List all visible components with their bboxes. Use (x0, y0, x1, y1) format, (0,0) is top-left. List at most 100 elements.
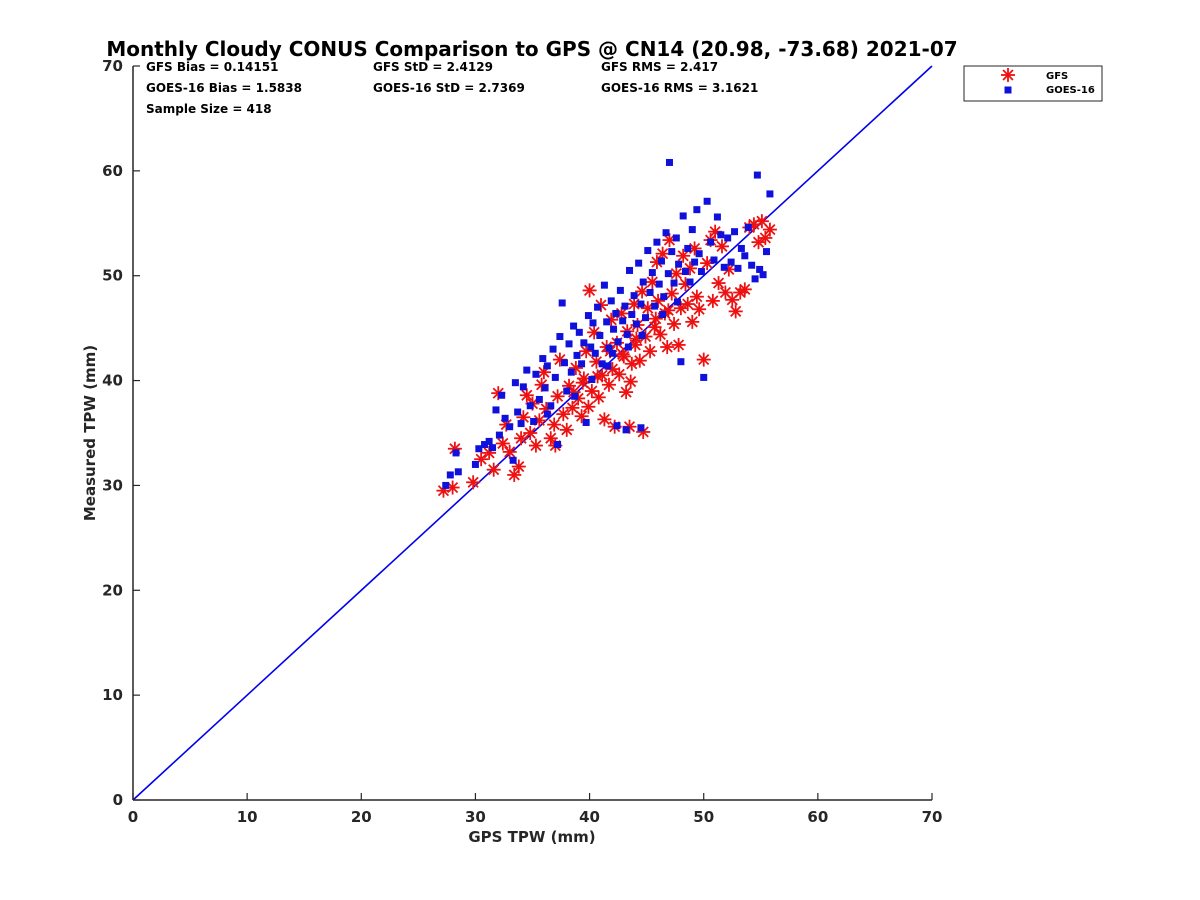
gfs-point-stroke (628, 298, 640, 310)
y-tick-label: 30 (102, 476, 123, 494)
gfs-point-stroke (661, 341, 673, 353)
goes-16-point (737, 244, 745, 252)
gfs-point (762, 222, 777, 237)
gfs-point-stroke (603, 379, 615, 391)
y-tick-label: 70 (102, 57, 123, 75)
goes-16-point (713, 213, 721, 221)
gfs-point (582, 283, 597, 298)
gfs-point (601, 377, 616, 392)
goes-16-point (621, 302, 629, 310)
goes-16-point (659, 311, 667, 319)
goes-16-point (624, 343, 632, 351)
gfs-point-stroke (524, 427, 536, 439)
goes-16-point (554, 441, 562, 449)
goes-16-point (644, 247, 652, 255)
gfs-point (667, 316, 682, 331)
goes-16-point (575, 328, 583, 336)
goes-16-point (638, 331, 646, 339)
goes-std-text: GOES-16 StD = 2.7369 (373, 81, 525, 95)
gfs-point-stroke (488, 464, 500, 476)
chart-title: Monthly Cloudy CONUS Comparison to GPS @… (106, 37, 957, 61)
gfs-point (660, 340, 675, 355)
gfs-point (556, 407, 571, 422)
gfs-point (714, 239, 729, 254)
gfs-point-stroke (577, 377, 589, 389)
goes-16-point (600, 281, 608, 289)
goes-16-point (607, 297, 615, 305)
x-axis-label: GPS TPW (mm) (468, 828, 595, 846)
gfs-point (671, 337, 686, 352)
gfs-point-stroke (682, 298, 694, 310)
gfs-point-stroke (552, 390, 564, 402)
goes-16-point (697, 268, 705, 276)
goes-16-point (744, 223, 752, 231)
gfs-point (597, 412, 612, 427)
y-tick-label: 40 (102, 372, 123, 390)
gfs-point (507, 467, 522, 482)
axes (132, 66, 932, 801)
gfs-point-stroke (649, 321, 661, 333)
gfs-point-stroke (554, 354, 566, 366)
goes-16-point (707, 238, 715, 246)
goes-16-series (442, 158, 774, 489)
goes-16-point (731, 228, 739, 236)
gfs-point-stroke (521, 389, 533, 401)
gfs-point-stroke (467, 476, 479, 488)
goes-16-point (691, 258, 699, 266)
goes-16-point (588, 376, 596, 384)
gfs-point (495, 436, 510, 451)
goes-16-point (543, 410, 551, 418)
gfs-point (502, 444, 517, 459)
gfs-point-stroke (447, 481, 459, 494)
goes-16-point (660, 293, 668, 301)
gfs-point-stroke (688, 242, 701, 255)
goes-16-point (605, 344, 613, 352)
gfs-point (643, 344, 658, 359)
goes-bias-text: GOES-16 Bias = 1.5838 (146, 81, 302, 95)
y-tick-label: 20 (102, 581, 123, 599)
gfs-point-stroke (606, 363, 618, 375)
x-tick-label: 20 (351, 808, 372, 826)
gfs-point (689, 289, 704, 304)
goes-16-point (603, 318, 611, 326)
goes-16-point (748, 261, 756, 269)
gfs-point-stroke (590, 356, 603, 368)
goes-16-point (573, 351, 581, 359)
goes-16-point (578, 360, 586, 368)
gfs-point-stroke (723, 263, 735, 276)
goes-16-point (630, 292, 638, 300)
goes-16-point (648, 269, 656, 277)
gfs-point-stroke (575, 410, 588, 422)
gfs-point (559, 422, 574, 437)
gfs-point-stroke (637, 426, 649, 438)
gfs-point (466, 475, 481, 490)
gfs-point (543, 431, 558, 446)
gfs-rms-text: GFS RMS = 2.417 (601, 60, 718, 74)
gfs-point (612, 367, 627, 382)
goes-16-point (543, 362, 551, 370)
goes-16-point (751, 275, 759, 283)
goes-16-point (535, 395, 543, 403)
goes-16-point (651, 302, 659, 310)
goes-16-point (695, 250, 703, 258)
goes-16-point (565, 340, 573, 348)
gfs-point-stroke (566, 402, 579, 414)
y-tick-label: 60 (102, 162, 123, 180)
goes-16-point (759, 271, 767, 279)
goes-16-point (539, 355, 547, 363)
goes-16-point (509, 456, 517, 464)
goes-16-point (766, 190, 774, 198)
gfs-point-stroke (712, 277, 725, 289)
y-tick-label: 50 (102, 267, 123, 285)
goes-16-point (628, 311, 636, 319)
legend-goes-16-label: GOES-16 (1046, 85, 1095, 96)
goes-16-point (720, 263, 728, 271)
goes-16-point (570, 322, 578, 330)
gfs-point-stroke (693, 303, 705, 315)
y-tick-label: 0 (113, 791, 123, 809)
stats-annotations: GFS Bias = 0.14151 GOES-16 Bias = 1.5838… (146, 60, 758, 116)
gfs-point-stroke (701, 257, 713, 269)
goes-16-point (511, 379, 519, 387)
gfs-point-stroke (677, 250, 689, 262)
goes-16-point (549, 345, 557, 353)
